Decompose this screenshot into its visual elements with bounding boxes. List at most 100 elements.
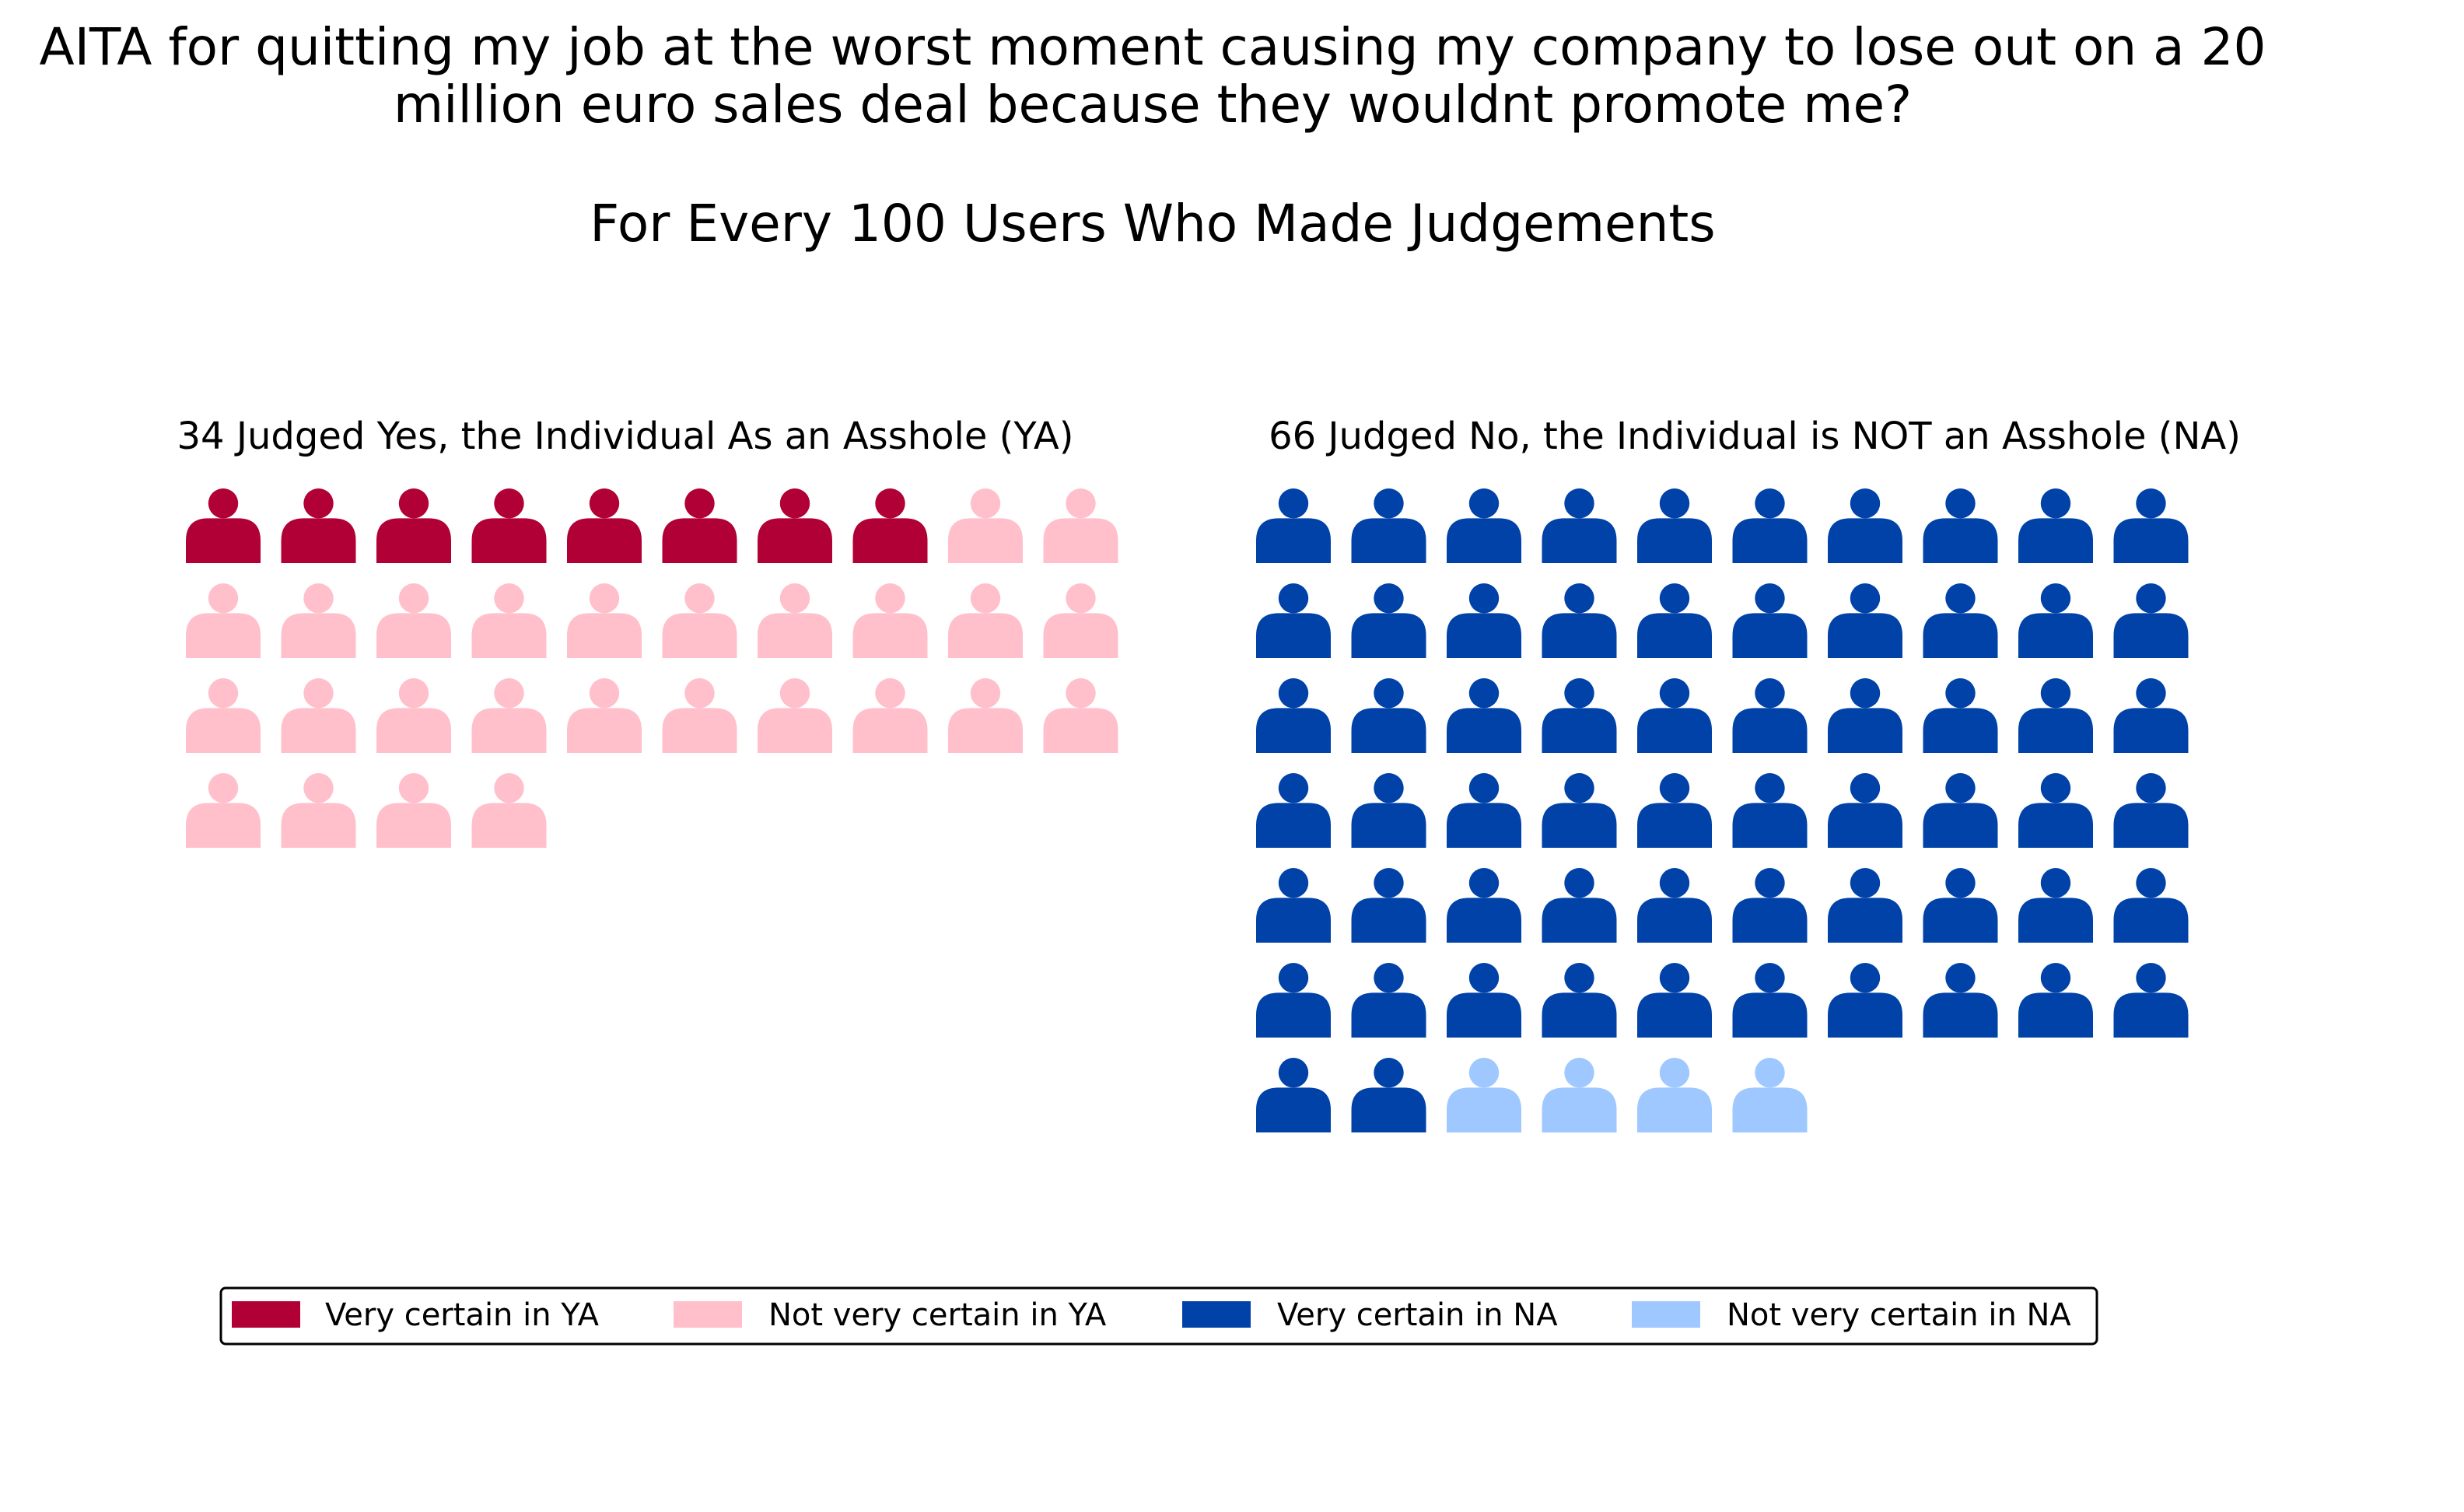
person-icon xyxy=(1351,488,1426,563)
person-icon xyxy=(1447,1058,1521,1132)
person-icon xyxy=(852,488,928,563)
person-icon xyxy=(471,678,547,753)
person-icon xyxy=(1542,1058,1617,1132)
person-icon xyxy=(2113,773,2189,848)
person-icon xyxy=(758,678,832,753)
person-icon xyxy=(1542,773,1617,848)
person-icon xyxy=(948,678,1023,753)
person-icon xyxy=(1828,488,1902,563)
person-icon xyxy=(1637,678,1712,753)
chart-subtitle: For Every 100 Users Who Made Judgements xyxy=(590,194,1715,254)
person-icon xyxy=(471,583,547,658)
legend-label-not-very-certain-na: Not very certain in NA xyxy=(1727,1297,2071,1333)
person-icon xyxy=(281,488,356,563)
person-icon xyxy=(662,583,737,658)
person-icon xyxy=(2018,868,2093,943)
person-icon xyxy=(1637,583,1712,658)
panel-ya-icons xyxy=(186,488,1118,848)
person-icon xyxy=(1637,1058,1712,1132)
person-icon xyxy=(1637,868,1712,943)
person-icon xyxy=(186,773,261,848)
person-icon xyxy=(1043,583,1118,658)
person-icon xyxy=(1542,963,1617,1038)
person-icon xyxy=(1256,1058,1331,1132)
person-icon xyxy=(281,583,356,658)
person-icon xyxy=(1828,583,1902,658)
person-icon xyxy=(1351,583,1426,658)
person-icon xyxy=(1447,583,1521,658)
person-icon xyxy=(471,488,547,563)
person-icon xyxy=(1256,963,1331,1038)
person-icon xyxy=(1637,773,1712,848)
legend-swatch-not-very-certain-ya xyxy=(674,1301,742,1328)
person-icon xyxy=(281,678,356,753)
person-icon xyxy=(1256,868,1331,943)
person-icon xyxy=(1447,868,1521,943)
person-icon xyxy=(1542,488,1617,563)
legend: Very certain in YA Not very certain in Y… xyxy=(219,1286,2098,1346)
person-icon xyxy=(1923,773,1998,848)
person-icon xyxy=(1351,868,1426,943)
person-icon xyxy=(2113,583,2189,658)
person-icon xyxy=(758,488,832,563)
legend-swatch-not-very-certain-na xyxy=(1632,1301,1700,1328)
legend-label-not-very-certain-ya: Not very certain in YA xyxy=(768,1297,1107,1333)
person-icon xyxy=(2113,678,2189,753)
person-icon xyxy=(1256,583,1331,658)
person-icon xyxy=(1923,678,1998,753)
person-icon xyxy=(1447,488,1521,563)
person-icon xyxy=(758,583,832,658)
person-icon xyxy=(2113,488,2189,563)
person-icon xyxy=(376,773,451,848)
panel-title-ya: 34 Judged Yes, the Individual As an Assh… xyxy=(177,415,1073,458)
person-icon xyxy=(1732,963,1808,1038)
person-icon xyxy=(948,583,1023,658)
chart-title-line-1: AITA for quitting my job at the worst mo… xyxy=(39,17,2266,77)
person-icon xyxy=(376,583,451,658)
legend-label-very-certain-ya: Very certain in YA xyxy=(325,1297,600,1333)
person-icon xyxy=(376,488,451,563)
person-icon xyxy=(1542,583,1617,658)
person-icon xyxy=(2018,488,2093,563)
person-icon xyxy=(1043,488,1118,563)
person-icon xyxy=(1447,963,1521,1038)
person-icon xyxy=(1256,678,1331,753)
person-icon xyxy=(1923,583,1998,658)
person-icon xyxy=(1351,1058,1426,1132)
person-icon xyxy=(1447,773,1521,848)
person-icon xyxy=(852,583,928,658)
person-icon xyxy=(1256,773,1331,848)
person-icon xyxy=(471,773,547,848)
person-icon xyxy=(1732,678,1808,753)
person-icon xyxy=(1732,1058,1808,1132)
person-icon xyxy=(2018,963,2093,1038)
person-icon xyxy=(1637,963,1712,1038)
person-icon xyxy=(852,678,928,753)
person-icon xyxy=(186,678,261,753)
person-icon xyxy=(662,678,737,753)
person-icon xyxy=(281,773,356,848)
person-icon xyxy=(1732,488,1808,563)
person-icon xyxy=(1542,868,1617,943)
person-icon xyxy=(186,488,261,563)
legend-swatch-very-certain-na xyxy=(1182,1301,1251,1328)
person-icon xyxy=(1828,678,1902,753)
person-icon xyxy=(1923,868,1998,943)
person-icon xyxy=(1732,773,1808,848)
person-icon xyxy=(1828,868,1902,943)
person-icon xyxy=(1923,488,1998,563)
person-icon xyxy=(567,678,642,753)
person-icon xyxy=(1637,488,1712,563)
person-icon xyxy=(2113,963,2189,1038)
person-icon xyxy=(1351,773,1426,848)
person-icon xyxy=(948,488,1023,563)
panel-na-icons xyxy=(1256,488,2189,1132)
panel-title-na: 66 Judged No, the Individual is NOT an A… xyxy=(1269,415,2241,458)
person-icon xyxy=(2113,868,2189,943)
person-icon xyxy=(1828,963,1902,1038)
person-icon xyxy=(2018,678,2093,753)
person-icon xyxy=(2018,773,2093,848)
person-icon xyxy=(1828,773,1902,848)
person-icon xyxy=(1732,868,1808,943)
